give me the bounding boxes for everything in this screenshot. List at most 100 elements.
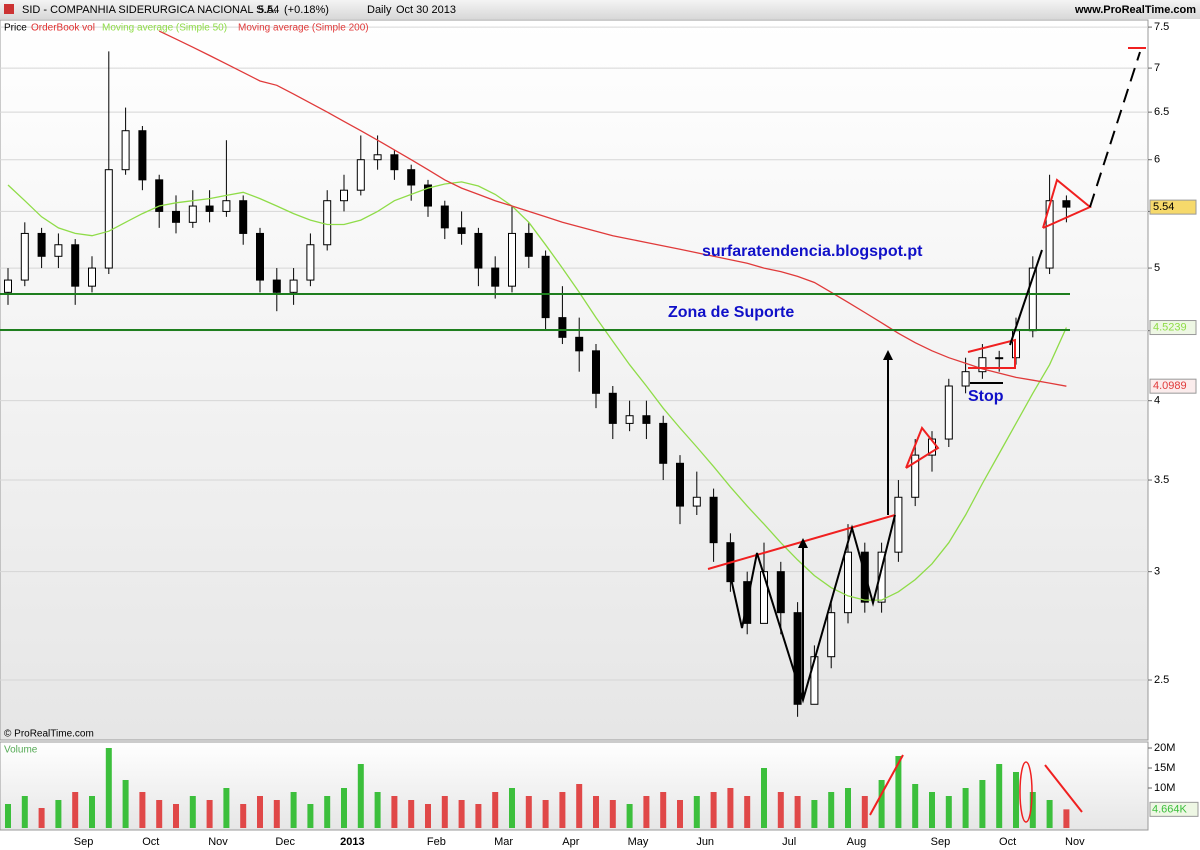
volume-title: Volume [4, 745, 38, 756]
x-tick-label: Mar [494, 836, 513, 848]
candle-body [810, 656, 819, 705]
arrow-head [883, 350, 893, 360]
candle-body [524, 232, 533, 257]
volume-bar [5, 804, 11, 828]
volume-bar [21, 796, 28, 828]
volume-bar [1029, 792, 1036, 828]
volume-bar [576, 784, 583, 828]
candle-body [575, 336, 584, 352]
candle-body [222, 200, 231, 212]
candle-body [188, 205, 197, 223]
header-icon [4, 4, 14, 14]
candle-body [491, 267, 500, 287]
candle-body [844, 551, 852, 614]
pennant [1042, 178, 1092, 229]
candle-body [827, 612, 836, 658]
candle-body [424, 184, 432, 207]
volume-bar [156, 800, 163, 828]
last-price-tag: 5.54 [1153, 201, 1174, 213]
volume-bar [895, 756, 902, 828]
volume-bar [626, 804, 633, 828]
volume-bar [1013, 772, 1019, 828]
candle-body [440, 205, 449, 229]
candle-body [911, 454, 920, 498]
candle-body [138, 130, 147, 181]
x-tick-label: Feb [427, 836, 446, 848]
x-tick-label: 2013 [340, 836, 364, 848]
flag [967, 338, 1016, 369]
volume-bar [929, 792, 935, 828]
volume-panel [0, 741, 1149, 831]
candle-body [474, 232, 483, 269]
volume-bar [660, 792, 667, 828]
y-tick-label: 6 [1154, 154, 1160, 166]
volume-bar [324, 796, 331, 828]
candle-body [608, 392, 617, 424]
volume-trend [1044, 764, 1083, 813]
blog-annotation: surfaratendencia.blogspot.pt [702, 243, 923, 260]
candle-body [239, 200, 248, 234]
support-annotation: Zona de Suporte [668, 304, 794, 321]
y-tick-label: 3.5 [1154, 474, 1169, 486]
y-tick-label: 4 [1154, 395, 1160, 407]
candle-body [356, 159, 365, 191]
volume-bar [845, 788, 851, 828]
interval: Daily [367, 4, 392, 16]
volume-bar [710, 792, 717, 828]
legend: Price OrderBook vol Moving average (Simp… [4, 23, 369, 34]
volume-bar [307, 804, 314, 828]
legend-entry: OrderBook vol [31, 23, 95, 34]
y-tick-label: 7.5 [1154, 21, 1169, 33]
volume-bar [273, 800, 280, 828]
volume-bar [693, 796, 700, 828]
candle-body [155, 179, 164, 212]
moving-average-line [7, 181, 1067, 601]
volume-bar [38, 808, 45, 828]
candle-body [676, 462, 684, 507]
y-tick-label: 7 [1154, 62, 1160, 74]
header-bar [0, 0, 1200, 19]
candle-body [642, 415, 651, 424]
volume-bar [105, 748, 112, 828]
volume-bar [744, 796, 751, 828]
candle-body [71, 244, 80, 287]
y-tick-label: 3 [1154, 566, 1160, 578]
moving-average-line [158, 30, 1067, 387]
volume-bar [828, 792, 835, 828]
volume-bar [1063, 809, 1070, 828]
candle-body [340, 189, 348, 202]
volume-bar [257, 796, 263, 828]
y-tick-label: 2.5 [1154, 674, 1169, 686]
volume-bar [643, 796, 650, 828]
x-tick-label: Jun [696, 836, 714, 848]
candle-body [390, 154, 399, 171]
volume-bar [609, 800, 616, 828]
volume-bar [509, 788, 515, 828]
candle-body [1062, 200, 1071, 208]
projection-line [1089, 51, 1141, 208]
y-tick-label: 6.5 [1154, 106, 1169, 118]
last-price: 5.54 [258, 4, 279, 16]
volume-bar [122, 780, 129, 828]
candle-body [692, 496, 701, 507]
candle-body [256, 232, 264, 281]
volume-bar [777, 792, 784, 828]
y-tick-label: 20M [1154, 742, 1175, 754]
x-tick-label: May [628, 836, 649, 848]
marks [4, 30, 1071, 828]
arrow-head [798, 538, 808, 548]
candle-body [88, 267, 96, 287]
volume-bar [290, 792, 297, 828]
y-tick-label: 10M [1154, 782, 1175, 794]
volume-bar [341, 788, 347, 828]
legend-entry: Moving average (Simple 200) [238, 23, 369, 34]
y-tick-label: 5 [1154, 262, 1160, 274]
volume-bar [1046, 800, 1053, 828]
candle-body [944, 385, 953, 440]
price-panel [0, 19, 1149, 741]
volume-bar [173, 804, 179, 828]
ma200-tag: 4.0989 [1153, 380, 1187, 392]
last-value-tags: 5.54 4.5239 4.0989 4.664K [1149, 199, 1199, 817]
candle-body [289, 279, 298, 293]
